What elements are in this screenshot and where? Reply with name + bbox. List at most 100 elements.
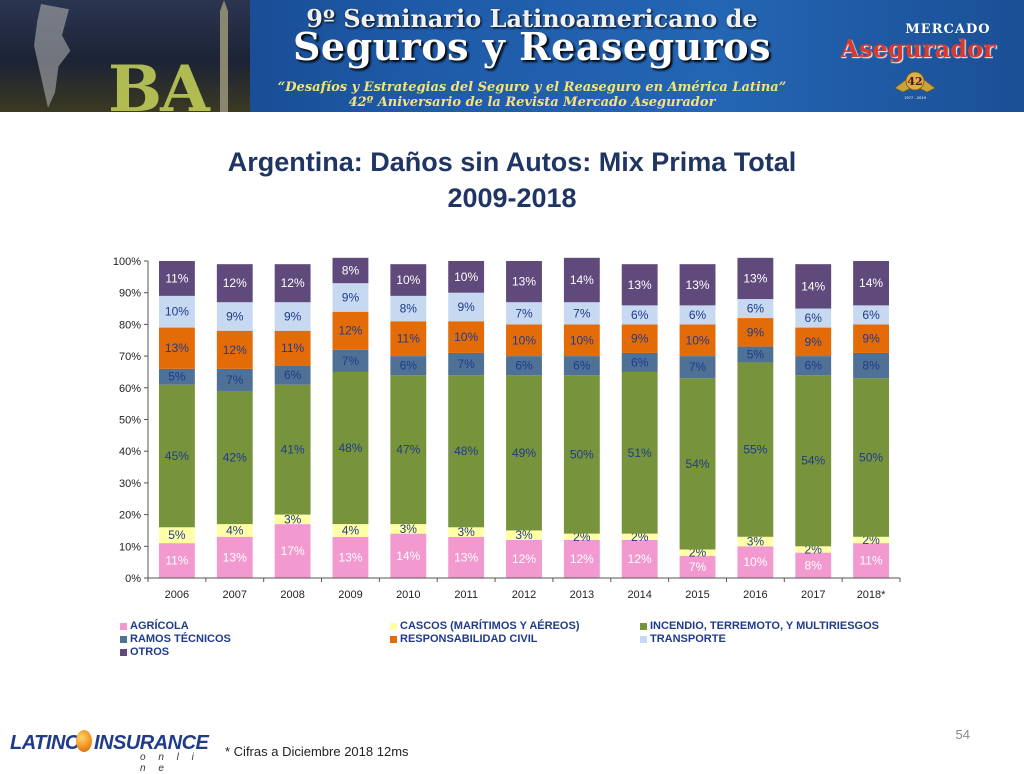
data-label: 9%: [284, 309, 302, 323]
anniversary-badge-icon: 42 1977 - 2019: [894, 71, 936, 100]
x-tick-label: 2015: [685, 589, 709, 601]
bar-segment: [158, 543, 195, 578]
bar-segment: [621, 371, 658, 534]
bar-segment: [795, 546, 832, 553]
data-label: 9%: [457, 300, 475, 314]
bar-segment: [390, 295, 427, 322]
bar-segment: [390, 533, 427, 578]
bar-segment: [158, 384, 195, 528]
bar-segment: [332, 257, 369, 284]
x-tick-label: 2008: [280, 589, 304, 601]
data-label: 47%: [396, 443, 420, 457]
page-number: 54: [955, 727, 970, 742]
bar-segment: [274, 302, 311, 331]
data-label: 10%: [165, 305, 189, 319]
bar-segment: [506, 324, 542, 357]
badge-number: 42: [907, 75, 922, 88]
bar-segment: [679, 549, 716, 556]
logo-main-text: Asegurador: [840, 34, 996, 63]
bar-segment: [448, 261, 485, 293]
data-label: 7%: [457, 357, 475, 371]
bar-segment: [332, 371, 369, 525]
bar-segment: [448, 527, 485, 537]
bar-segment: [448, 536, 485, 578]
legend-swatch: [120, 635, 127, 643]
x-tick-label: 2012: [512, 589, 536, 601]
bar-segment: [216, 264, 253, 303]
legend-swatch: [120, 648, 127, 656]
stacked-bar-chart: 0% 10% 20% 30% 40% 50% 60% 70% 80% 90% 100% 11% 5% 45…: [113, 256, 901, 601]
bar-segment: [563, 375, 600, 534]
data-label: 11%: [281, 341, 304, 355]
data-label: 9%: [342, 290, 360, 304]
data-label: 4%: [342, 523, 360, 537]
banner-subtitle-line1: “Desafíos y Estrategias del Seguro y el …: [277, 80, 787, 95]
y-tick-label: 0%: [125, 573, 141, 585]
data-label: 12%: [512, 552, 536, 566]
y-tick-label: 10%: [119, 541, 141, 553]
bar-segment: [795, 264, 832, 309]
data-label: 11%: [165, 554, 188, 568]
bar-segment: [390, 321, 427, 357]
bar-segment: [621, 324, 658, 353]
y-tick-label: 60%: [119, 383, 141, 395]
data-label: 10%: [743, 555, 767, 569]
data-label: 13%: [223, 550, 247, 564]
bar-segment: [621, 533, 658, 540]
bar-segment: [158, 368, 195, 385]
data-label: 3%: [457, 525, 475, 539]
data-label: 42%: [223, 451, 247, 465]
data-label: 5%: [168, 528, 186, 542]
logo-tagline: o n l i n e: [140, 752, 199, 774]
latino-insurance-logo: LATINO INSURANCE o n l i n e: [10, 728, 209, 774]
data-label: 6%: [862, 308, 880, 322]
data-label: 12%: [570, 552, 594, 566]
y-tick-label: 70%: [119, 351, 141, 363]
bar-segment: [853, 324, 890, 353]
data-label: 3%: [284, 512, 302, 526]
data-label: 9%: [805, 335, 823, 349]
legend-item: AGRÍCOLA: [120, 620, 189, 632]
data-label: 13%: [743, 271, 767, 285]
bar-segment: [216, 536, 253, 578]
bar-segment: [506, 539, 542, 578]
data-label: 13%: [512, 275, 536, 289]
legend-swatch: [640, 622, 647, 630]
x-tick-label: 2014: [627, 589, 651, 601]
bar-segment: [274, 365, 311, 385]
logo-word-insurance: INSURANCE: [94, 732, 209, 754]
bar-segment: [332, 524, 369, 537]
x-tick-label: 2013: [570, 589, 594, 601]
data-label: 14%: [570, 273, 594, 287]
data-label: 6%: [400, 359, 418, 373]
y-tick-label: 30%: [119, 478, 141, 490]
title-line1: Argentina: Daños sin Autos: Mix Prima To…: [227, 147, 797, 177]
bar-segment: [274, 330, 311, 366]
data-label: 8%: [805, 558, 823, 572]
data-label: 6%: [689, 308, 707, 322]
bar-segment: [332, 283, 369, 312]
data-label: 10%: [454, 330, 478, 344]
bar-segment: [679, 324, 716, 357]
legend-item: TRANSPORTE: [640, 633, 726, 645]
data-label: 14%: [859, 276, 883, 290]
bar-segment: [563, 533, 600, 540]
legend-item: RAMOS TÉCNICOS: [120, 633, 231, 645]
bar-segment: [563, 257, 600, 303]
y-tick-label: 20%: [119, 510, 141, 522]
bar-segment: [795, 327, 832, 357]
globe-icon: [76, 730, 92, 752]
data-label: 7%: [689, 360, 707, 374]
bar-segment: [621, 305, 658, 325]
bar-segment: [158, 527, 195, 544]
bar-segment: [448, 321, 485, 353]
y-tick-label: 100%: [113, 256, 141, 268]
data-label: 12%: [628, 552, 652, 566]
legend-item: OTROS: [120, 646, 169, 658]
bar-segment: [216, 390, 253, 525]
bar-segment: [737, 346, 774, 363]
latin-america-map-icon: [34, 4, 71, 108]
city-initials: BA: [108, 52, 210, 113]
bar-segment: [621, 264, 658, 306]
data-label: 6%: [573, 359, 591, 373]
